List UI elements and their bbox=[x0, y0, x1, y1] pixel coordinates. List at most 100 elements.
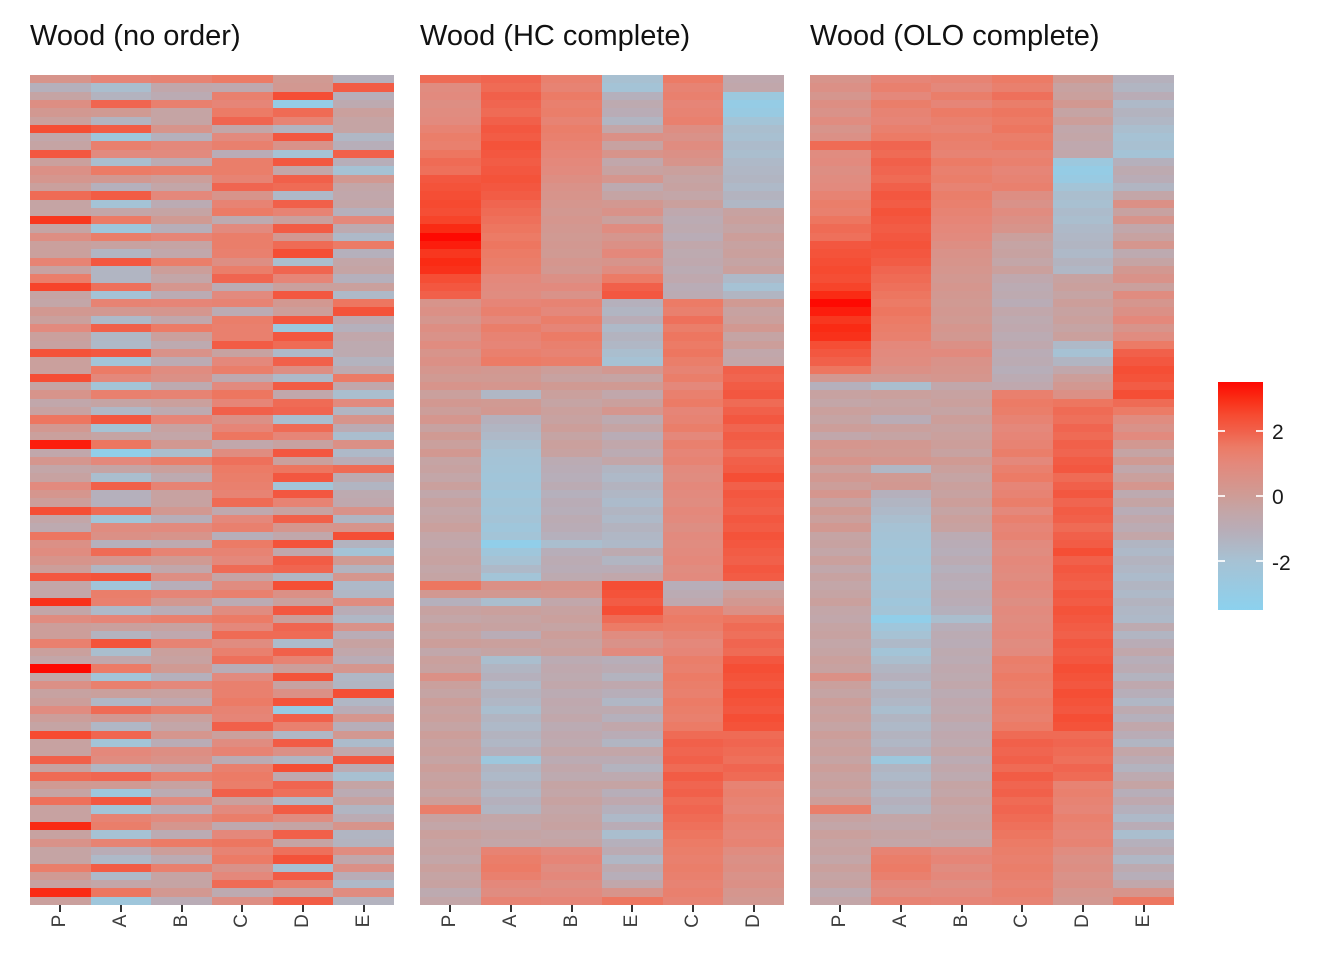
heatmap-cell bbox=[480, 182, 542, 192]
heatmap-cell bbox=[602, 207, 663, 217]
heatmap-cell bbox=[480, 133, 542, 142]
heatmap-cell bbox=[723, 241, 784, 250]
heatmap-cell bbox=[151, 99, 212, 109]
heatmap-cell bbox=[810, 506, 871, 515]
heatmap-cell bbox=[662, 855, 724, 864]
heatmap-cell bbox=[602, 141, 663, 150]
x-axis-label-P: P bbox=[49, 914, 71, 928]
heatmap-cell bbox=[333, 182, 394, 192]
heatmap-cell bbox=[602, 473, 663, 482]
heatmap-cell bbox=[480, 373, 542, 383]
heatmap-cell bbox=[90, 373, 152, 383]
heatmap-cell bbox=[1113, 556, 1174, 565]
heatmap-cell bbox=[30, 780, 91, 789]
heatmap-cell bbox=[420, 382, 481, 391]
heatmap-cell bbox=[272, 108, 334, 117]
heatmap-cell bbox=[90, 573, 152, 582]
heatmap-cell bbox=[723, 855, 784, 864]
heatmap-cell bbox=[333, 465, 394, 474]
heatmap-cell bbox=[662, 755, 724, 764]
heatmap-cell bbox=[30, 407, 91, 416]
heatmap-cell bbox=[931, 398, 992, 407]
heatmap-cell bbox=[602, 813, 663, 822]
x-axis-label-B: B bbox=[170, 914, 192, 928]
heatmap-cell bbox=[333, 415, 394, 424]
heatmap-cell bbox=[1052, 456, 1114, 466]
heatmap-cell bbox=[662, 813, 724, 822]
heatmap-cell bbox=[272, 531, 334, 540]
heatmap-cell bbox=[151, 722, 212, 731]
heatmap-cell bbox=[30, 141, 91, 150]
heatmap-cell bbox=[420, 730, 481, 739]
heatmap-cell bbox=[1052, 124, 1114, 134]
heatmap-cell bbox=[480, 556, 542, 565]
heatmap-cell bbox=[931, 805, 992, 814]
heatmap-cell bbox=[870, 614, 932, 623]
heatmap-cell bbox=[420, 739, 481, 748]
heatmap-cell bbox=[480, 846, 542, 856]
heatmap-cell bbox=[151, 440, 212, 449]
heatmap-cell bbox=[272, 357, 334, 366]
heatmap-cell bbox=[151, 639, 212, 648]
heatmap-cell bbox=[151, 158, 212, 167]
heatmap-cell bbox=[151, 315, 212, 324]
heatmap-cell bbox=[30, 91, 91, 100]
heatmap-cell bbox=[30, 871, 91, 881]
heatmap-cell bbox=[420, 307, 481, 316]
heatmap-cell bbox=[151, 456, 212, 466]
heatmap-cell bbox=[212, 390, 273, 399]
heatmap-cell bbox=[931, 672, 992, 681]
heatmap-cell bbox=[272, 431, 334, 441]
heatmap-cell bbox=[723, 730, 784, 739]
heatmap-cell bbox=[272, 539, 334, 549]
heatmap-cell bbox=[602, 548, 663, 557]
heatmap-cell bbox=[541, 763, 602, 773]
heatmap-cell bbox=[931, 639, 992, 648]
heatmap-cell bbox=[480, 739, 542, 748]
heatmap-cell bbox=[992, 91, 1053, 100]
heatmap-cell bbox=[272, 473, 334, 482]
heatmap-cell bbox=[90, 473, 152, 482]
heatmap-cell bbox=[480, 813, 542, 822]
heatmap-cell bbox=[602, 838, 663, 847]
heatmap-cell bbox=[30, 573, 91, 582]
heatmap-cell bbox=[30, 348, 91, 358]
heatmap-cell bbox=[272, 365, 334, 374]
heatmap-cell bbox=[810, 290, 871, 300]
heatmap-cell bbox=[931, 390, 992, 399]
heatmap-cell bbox=[870, 506, 932, 515]
heatmap-cell bbox=[992, 672, 1053, 681]
heatmap-cell bbox=[723, 772, 784, 781]
heatmap-cell bbox=[992, 149, 1053, 158]
heatmap-cell bbox=[333, 124, 394, 134]
heatmap-cell bbox=[541, 822, 602, 831]
heatmap-cell bbox=[931, 473, 992, 482]
heatmap-cell bbox=[931, 282, 992, 291]
heatmap-cell bbox=[480, 307, 542, 316]
heatmap-cell bbox=[992, 855, 1053, 864]
heatmap-cell bbox=[212, 448, 273, 457]
heatmap-cell bbox=[1113, 846, 1174, 856]
heatmap-cell bbox=[420, 656, 481, 665]
legend-tick-label-neg2: -2 bbox=[1272, 552, 1291, 575]
heatmap-cell bbox=[541, 896, 602, 905]
heatmap-cell bbox=[480, 83, 542, 92]
heatmap-cell bbox=[992, 614, 1053, 623]
heatmap-cell bbox=[870, 871, 932, 881]
heatmap-cell bbox=[723, 166, 784, 175]
heatmap-cell bbox=[870, 448, 932, 457]
heatmap-cell bbox=[30, 514, 91, 524]
heatmap-cell bbox=[90, 838, 152, 847]
heatmap-cell bbox=[931, 830, 992, 839]
heatmap-cell bbox=[662, 797, 724, 806]
heatmap-cell bbox=[480, 75, 542, 84]
heatmap-cell bbox=[151, 340, 212, 349]
heatmap-cell bbox=[1113, 788, 1174, 798]
heatmap-cell bbox=[90, 299, 152, 308]
heatmap-cell bbox=[602, 797, 663, 806]
heatmap-cell bbox=[723, 182, 784, 192]
heatmap-cell bbox=[480, 207, 542, 217]
heatmap-cell bbox=[1052, 705, 1114, 715]
heatmap-cell bbox=[30, 672, 91, 681]
heatmap-cell bbox=[90, 307, 152, 316]
